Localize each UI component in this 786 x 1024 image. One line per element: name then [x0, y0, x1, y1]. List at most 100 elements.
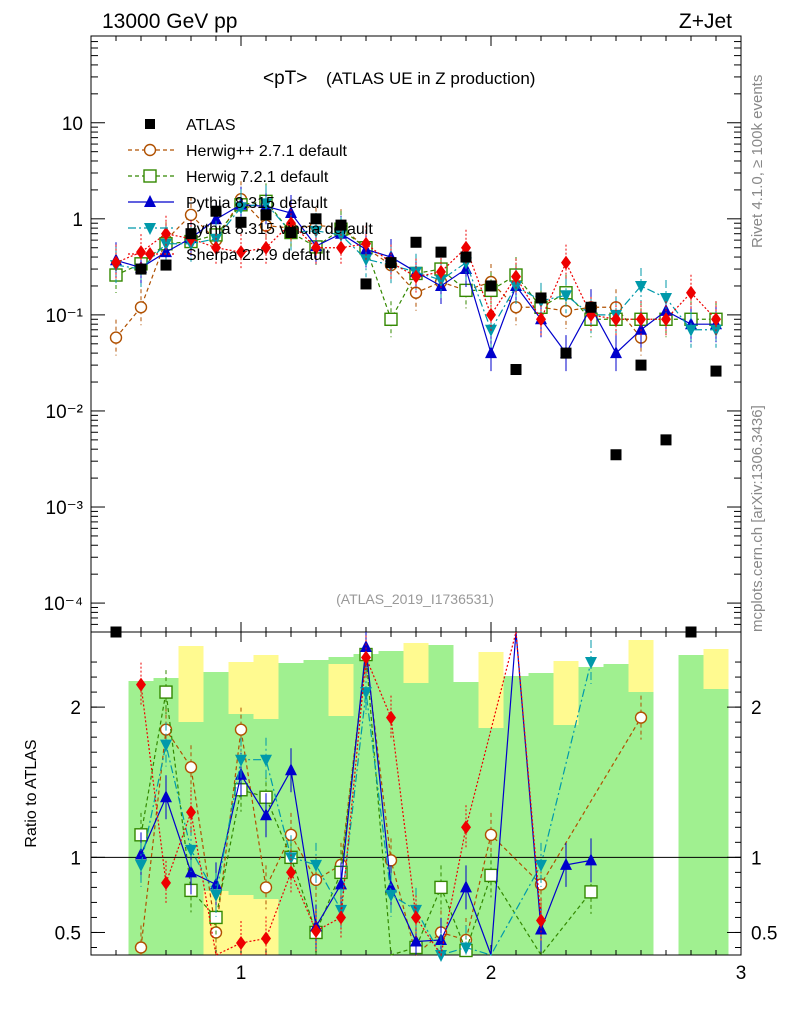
- data-marker: [336, 240, 346, 255]
- legend-label: Pythia 8.315 vincia default: [186, 221, 373, 238]
- atlas-point: [210, 205, 222, 217]
- data-marker: [260, 754, 272, 767]
- data-marker: [610, 346, 622, 359]
- atlas-point: [635, 359, 647, 371]
- data-marker: [285, 763, 297, 776]
- data-marker: [460, 880, 472, 893]
- y-tick-label: 10⁻¹: [46, 306, 84, 327]
- atlas-point: [310, 213, 322, 225]
- data-marker: [235, 202, 247, 215]
- data-marker: [335, 229, 347, 242]
- data-marker: [635, 322, 647, 335]
- atlas-point: [285, 227, 297, 239]
- atlas-point: [160, 259, 172, 271]
- ratio-axis-label: Ratio to ATLAS: [23, 739, 40, 847]
- data-marker: [234, 723, 248, 736]
- data-marker: [160, 790, 172, 803]
- atlas-point: [235, 216, 247, 228]
- atlas-point: [410, 236, 422, 248]
- data-marker: [585, 657, 597, 670]
- data-marker: [143, 169, 157, 183]
- data-marker: [611, 312, 621, 327]
- ratio-band-syst: [328, 664, 354, 716]
- legend-label: Sherpa 2.2.9 default: [186, 247, 331, 264]
- data-marker: [361, 236, 371, 251]
- data-marker: [535, 859, 547, 872]
- data-marker: [210, 233, 222, 246]
- data-marker: [136, 677, 146, 692]
- data-marker: [360, 640, 372, 653]
- data-marker: [461, 240, 471, 255]
- y-tick-label: 10: [62, 114, 83, 135]
- data-marker: [135, 859, 147, 872]
- data-marker: [134, 301, 148, 314]
- data-marker: [660, 292, 672, 305]
- plot-subtitle: (ATLAS UE in Z production): [326, 69, 535, 88]
- data-marker: [635, 280, 647, 293]
- atlas-point: [385, 257, 397, 269]
- atlas-point: [610, 449, 622, 461]
- atlas-point: [660, 434, 672, 446]
- data-marker: [259, 881, 273, 894]
- atlas-point: [110, 626, 122, 638]
- ratio-band-stat: [278, 663, 304, 955]
- data-marker: [286, 865, 296, 880]
- data-marker: [511, 269, 521, 284]
- side-source-label: mcplots.cern.ch [arXiv:1306.3436]: [749, 405, 766, 632]
- legend: ATLAS Herwig++ 2.7.1 default Herwig 7.2.1 …: [128, 117, 373, 264]
- data-marker: [435, 275, 447, 288]
- data-marker: [143, 143, 157, 157]
- ratio-band-stat: [603, 664, 629, 955]
- data-marker: [160, 739, 172, 752]
- atlas-point: [435, 246, 447, 258]
- legend-label: Herwig++ 2.7.1 default: [186, 143, 348, 160]
- data-marker: [210, 877, 222, 890]
- series-atlas: [110, 205, 722, 638]
- atlas-point: [460, 251, 472, 263]
- ratio-band-syst: [703, 649, 729, 689]
- data-marker: [311, 923, 321, 938]
- data-marker: [136, 245, 146, 260]
- ratio-band-syst: [553, 661, 579, 725]
- legend-marker-atlas: [145, 119, 155, 129]
- data-marker: [385, 889, 397, 902]
- legend-label: Pythia 8.315 default: [186, 195, 328, 212]
- ratio-band-syst: [478, 652, 504, 728]
- data-marker: [311, 240, 321, 255]
- data-marker: [310, 225, 322, 238]
- data-marker: [109, 331, 123, 344]
- ratio-line: [140, 631, 542, 957]
- ratio-band-syst: [253, 655, 279, 719]
- data-marker: [184, 761, 198, 774]
- atlas-point: [485, 280, 497, 292]
- analysis-watermark: (ATLAS_2019_I1736531): [336, 591, 494, 607]
- data-marker: [486, 307, 496, 322]
- data-marker: [145, 247, 155, 261]
- ratio-band-syst: [403, 643, 429, 683]
- data-marker: [286, 216, 296, 231]
- data-marker: [460, 942, 472, 955]
- ratio-band-stat: [353, 654, 379, 955]
- data-marker: [411, 910, 421, 925]
- atlas-point: [335, 219, 347, 231]
- data-marker: [210, 889, 222, 902]
- legend-label: Herwig 7.2.1 default: [186, 169, 329, 186]
- atlas-point: [585, 301, 597, 313]
- ratio-tick-label: 0.5: [55, 923, 81, 944]
- data-marker: [436, 264, 446, 279]
- atlas-point: [560, 347, 572, 359]
- data-marker: [661, 312, 671, 327]
- legend-label-atlas: ATLAS: [186, 117, 236, 134]
- chart-text: 1 2 3 10 1 10⁻¹ 10⁻² 10⁻³ 10⁻⁴ 2 2 1 1 0.5 0.5 Ratio to…: [23, 68, 777, 984]
- data-marker: [144, 223, 156, 235]
- data-marker: [285, 205, 297, 218]
- data-marker: [285, 852, 297, 865]
- data-marker: [236, 935, 246, 950]
- atlas-point: [185, 228, 197, 240]
- header-process-label: Z+Jet: [679, 10, 732, 33]
- data-marker: [385, 880, 397, 893]
- data-marker: [186, 805, 196, 820]
- data-marker: [135, 847, 147, 860]
- y-tick-label: 10⁻²: [46, 402, 84, 423]
- data-marker: [261, 240, 271, 255]
